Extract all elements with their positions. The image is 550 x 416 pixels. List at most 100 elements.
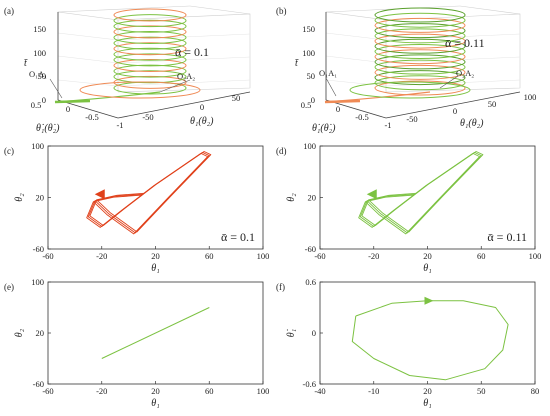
panel-a-callout-left: O₁A₁ bbox=[29, 69, 47, 79]
trajectory-line bbox=[89, 151, 212, 233]
x-tick-label: -20 bbox=[96, 251, 107, 261]
helix-ring bbox=[374, 80, 466, 96]
panel-a-xtick: -1 bbox=[116, 120, 123, 130]
panel-b-callout-right: O₂A₂ bbox=[456, 68, 474, 78]
trajectory-line bbox=[359, 151, 482, 234]
y-tick-label: -60 bbox=[305, 244, 316, 254]
panel-label: (e) bbox=[4, 282, 14, 292]
x-tick-label: 60 bbox=[205, 251, 214, 261]
panel-b-xtick: 0.5 bbox=[301, 100, 312, 110]
panel-b-ztick: 0 bbox=[311, 95, 315, 105]
helix-ring bbox=[374, 59, 466, 75]
y-axis-label: θ₂ bbox=[14, 193, 25, 202]
panel-a-ytick: 50 bbox=[232, 93, 241, 103]
panel-c-phase: -60 -20 20 60 100 -60 20 100 θ₁ θ₂ (c) ᾱ = 0.1 bbox=[4, 141, 269, 274]
helix-ring bbox=[374, 28, 466, 44]
helix-ring bbox=[374, 75, 466, 91]
panel-b-ytick: -50 bbox=[406, 114, 417, 124]
x-tick-label: 100 bbox=[257, 251, 270, 261]
panel-b-3d: (b) 0 50 100 150 t̄ 0.5 0 -0.5 -1 -50 0 … bbox=[276, 5, 536, 134]
panel-b-label: (b) bbox=[276, 6, 287, 16]
panel-a-ztick: 100 bbox=[33, 48, 46, 58]
direction-arrow bbox=[424, 296, 434, 305]
panel-b-xlabel: θ̇₁(θ̇₂) bbox=[312, 123, 336, 134]
x-tick-label: 60 bbox=[205, 386, 214, 396]
helix-ring bbox=[113, 59, 187, 73]
panel-annotation: ᾱ = 0.11 bbox=[487, 230, 527, 244]
x-tick-label: -20 bbox=[368, 251, 379, 261]
x-tick-label: 80 bbox=[531, 386, 540, 396]
panel-a-ztick: 50 bbox=[38, 71, 47, 81]
panel-f-phase: -40 -10 20 50 80 -0.6 0 0.6 θ₁ θ̇₁ (f) bbox=[276, 277, 539, 409]
helix-ring bbox=[374, 38, 466, 54]
panel-b-ztick: 50 bbox=[307, 71, 316, 81]
panel-a-annotation: ᾱ = 0.1 bbox=[175, 45, 209, 59]
panel-b-xtick: 0 bbox=[336, 104, 340, 114]
x-tick-label: 100 bbox=[529, 251, 542, 261]
panel-label: (f) bbox=[276, 282, 285, 292]
x-tick-label: -20 bbox=[96, 386, 107, 396]
panel-b-xtick: -0.5 bbox=[355, 112, 368, 122]
helix-ring bbox=[113, 25, 187, 39]
panel-a-ytick: 0 bbox=[200, 102, 204, 112]
base-arrow-segment bbox=[324, 99, 361, 104]
x-tick-label: 50 bbox=[477, 386, 486, 396]
x-tick-label: -10 bbox=[368, 386, 379, 396]
panel-a-ztick: 150 bbox=[33, 24, 46, 34]
helix-ring bbox=[374, 23, 466, 39]
panel-b-xtick: -1 bbox=[384, 120, 391, 130]
helix-a bbox=[54, 8, 201, 104]
trajectory-line bbox=[358, 152, 481, 235]
panel-b-ztick: 100 bbox=[302, 48, 315, 58]
y-tick-label: 100 bbox=[303, 141, 316, 151]
panel-b-grid bbox=[325, 32, 521, 87]
panel-a-ylabel: θ₁(θ₂) bbox=[190, 116, 214, 127]
x-tick-label: 60 bbox=[477, 251, 486, 261]
helix-ring bbox=[374, 12, 466, 28]
panel-a-callouts: O₁A₁ O₂A₂ bbox=[29, 69, 195, 99]
panel-a-xtick: -0.5 bbox=[85, 112, 98, 122]
helix-ring bbox=[374, 64, 466, 80]
y-tick-label: 100 bbox=[31, 141, 44, 151]
panel-e-phase: -60 -20 20 60 100 -60 20 100 θ₁ θ₂ (e) bbox=[4, 277, 269, 409]
trajectory-line bbox=[86, 152, 209, 235]
y-tick-label: 20 bbox=[36, 193, 45, 203]
y-axis-label: θ̇₁ bbox=[286, 329, 297, 337]
helix-ring bbox=[113, 30, 187, 44]
x-axis-label: θ₁ bbox=[423, 263, 431, 274]
y-tick-label: 20 bbox=[308, 193, 317, 203]
helix-ring bbox=[113, 14, 187, 28]
x-axis-label: θ₁ bbox=[151, 263, 159, 274]
helix-ring bbox=[113, 70, 187, 84]
y-tick-label: -60 bbox=[33, 244, 44, 254]
base-ellipse bbox=[349, 81, 471, 99]
x-tick-label: 100 bbox=[257, 386, 270, 396]
panel-label: (c) bbox=[4, 146, 14, 156]
x-tick-label: -60 bbox=[314, 251, 325, 261]
x-tick-label: -60 bbox=[42, 251, 53, 261]
helix-ring bbox=[374, 54, 466, 70]
panel-b-zlabel: t̄ bbox=[295, 58, 299, 69]
panel-d-phase: -60 -20 20 60 100 -60 20 100 θ₁ θ₂ (d) ᾱ = 0.11 bbox=[276, 141, 541, 274]
x-tick-label: 20 bbox=[151, 251, 160, 261]
panel-a-3d: (a) 0 50 100 150 t̄ 0.5 0 -0.5 -1 -50 0 … bbox=[4, 5, 251, 134]
y-tick-label: -60 bbox=[33, 379, 44, 389]
panel-a-axes bbox=[57, 12, 251, 119]
panel-b-callouts: O₁A₁ O₂A₂ bbox=[319, 68, 474, 97]
trajectory-line bbox=[101, 307, 210, 359]
helix-ring bbox=[113, 42, 187, 56]
panel-b-ztick: 150 bbox=[302, 24, 315, 34]
helix-ring bbox=[113, 53, 187, 67]
x-axis-label: θ₁ bbox=[151, 398, 159, 409]
x-tick-label: 20 bbox=[423, 251, 432, 261]
panel-b-ylabel: θ₁(θ₂) bbox=[460, 118, 484, 129]
helix-ring bbox=[113, 19, 187, 33]
x-tick-label: 20 bbox=[423, 386, 432, 396]
panel-a-ztick: 0 bbox=[42, 95, 46, 105]
panel-a-xlabel: θ̇₁(θ̇₂) bbox=[36, 123, 60, 134]
helix-ring bbox=[374, 44, 466, 59]
panel-label: (d) bbox=[276, 146, 287, 156]
x-axis-label: θ₁ bbox=[423, 398, 431, 409]
x-tick-label: -40 bbox=[314, 386, 325, 396]
panel-b-ytick: 50 bbox=[488, 99, 497, 109]
